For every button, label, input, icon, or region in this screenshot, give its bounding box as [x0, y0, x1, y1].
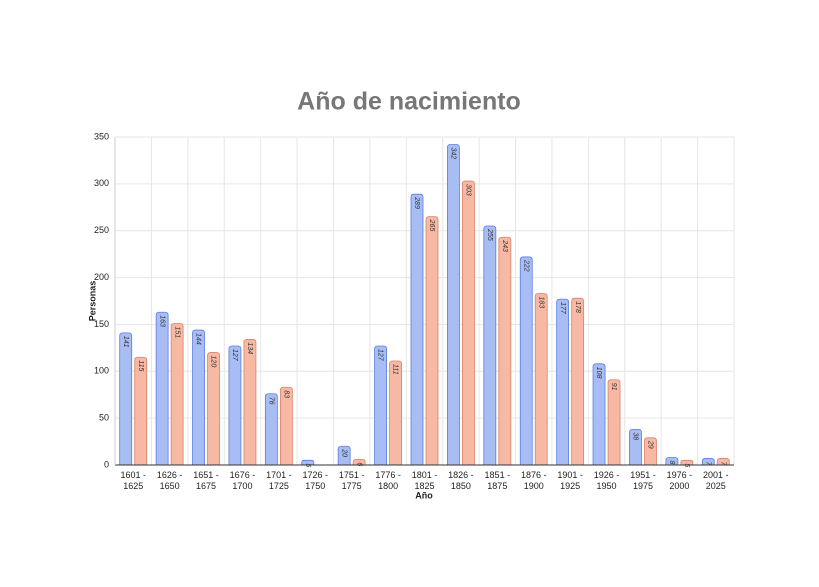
x-tick-label: 1851 - 1875	[484, 470, 511, 491]
value-label: 178	[574, 301, 581, 313]
y-axis-label: Personas	[87, 281, 97, 322]
bar	[665, 457, 679, 466]
x-tick-label: 1676 - 1700	[229, 470, 256, 491]
x-tick-label: 1976 - 2000	[666, 470, 693, 491]
x-tick-label: 1601 - 1625	[120, 470, 146, 491]
value-label: 141	[122, 336, 129, 348]
value-label: 342	[450, 147, 457, 159]
bar	[519, 256, 533, 466]
bar	[425, 216, 439, 466]
value-label: 127	[231, 349, 238, 362]
value-label: 151	[173, 326, 180, 338]
value-label: 177	[559, 302, 566, 315]
value-label: 111	[392, 364, 399, 375]
bar	[410, 193, 424, 466]
value-label: 303	[465, 184, 472, 196]
value-label: 183	[537, 297, 544, 309]
bar	[592, 363, 606, 466]
x-tick-label: 2001 - 2025	[703, 470, 729, 491]
bar	[228, 345, 242, 466]
bar	[192, 329, 205, 466]
x-axis-label: Año	[415, 490, 433, 500]
value-label: 289	[413, 196, 420, 209]
value-label: 29	[647, 440, 654, 449]
x-tick-label: 1626 - 1650	[156, 470, 183, 491]
value-label: 127	[377, 349, 384, 362]
bar	[207, 352, 220, 466]
value-label: 120	[210, 356, 217, 368]
x-tick-label: 1826 - 1850	[448, 470, 474, 491]
bar	[607, 379, 621, 466]
value-label: 108	[595, 367, 602, 379]
chart-title: Año de nacimiento	[297, 88, 521, 116]
bar	[701, 458, 715, 466]
bar	[644, 437, 657, 466]
bar	[534, 293, 548, 466]
y-tick-label: 250	[94, 225, 109, 235]
bar	[279, 386, 293, 466]
bar	[243, 339, 257, 466]
x-tick-label: 1901 - 1925	[557, 470, 583, 491]
y-tick-label: 100	[94, 366, 109, 376]
value-label: 7	[704, 461, 711, 466]
bar	[374, 345, 387, 466]
value-label: 255	[486, 228, 493, 241]
bar	[134, 356, 148, 466]
bar	[447, 144, 460, 466]
y-tick-label: 300	[94, 178, 109, 188]
value-label: 115	[137, 360, 144, 371]
bar	[119, 332, 133, 466]
value-label: 144	[195, 333, 202, 345]
value-label: 243	[501, 239, 508, 252]
value-label: 83	[283, 390, 290, 398]
value-label: 20	[340, 448, 347, 457]
value-label: 134	[246, 342, 253, 354]
value-label: 91	[610, 383, 617, 391]
y-tick-label: 50	[99, 413, 109, 423]
x-tick-label: 1776 - 1800	[375, 470, 401, 491]
bar	[264, 393, 278, 466]
bar	[155, 311, 169, 466]
y-tick-label: 150	[94, 319, 109, 329]
value-label: 163	[158, 315, 165, 327]
x-tick-label: 1701 - 1725	[266, 470, 292, 491]
x-tick-label: 1951 - 1975	[630, 470, 656, 491]
bar	[462, 180, 475, 466]
value-label: 38	[632, 432, 639, 440]
x-tick-label: 1651 - 1675	[193, 470, 219, 491]
x-tick-label: 1801 - 1825	[411, 470, 438, 491]
y-tick-label: 350	[94, 131, 109, 141]
bar	[680, 459, 694, 466]
value-label: 222	[522, 259, 529, 272]
value-label: 6	[355, 462, 362, 466]
value-label: 7	[719, 461, 726, 466]
bar	[389, 360, 402, 466]
bar	[556, 298, 570, 466]
x-tick-label: 1751 - 1775	[338, 470, 365, 491]
bar	[498, 236, 512, 466]
value-label: 265	[428, 219, 435, 232]
x-tick-label: 1726 - 1750	[302, 470, 329, 491]
y-tick-label: 0	[104, 459, 109, 469]
bar	[716, 458, 730, 466]
bar	[170, 323, 184, 466]
bar	[352, 458, 366, 466]
bar	[571, 297, 585, 466]
value-label: 76	[268, 397, 275, 405]
bar	[301, 459, 315, 466]
bar	[337, 445, 351, 466]
value-label: 8	[668, 461, 675, 465]
y-tick-label: 200	[94, 272, 109, 282]
x-tick-label: 1876 - 1900	[520, 470, 547, 491]
x-tick-label: 1926 - 1950	[593, 470, 620, 491]
bar	[483, 225, 497, 466]
bar	[629, 428, 642, 466]
